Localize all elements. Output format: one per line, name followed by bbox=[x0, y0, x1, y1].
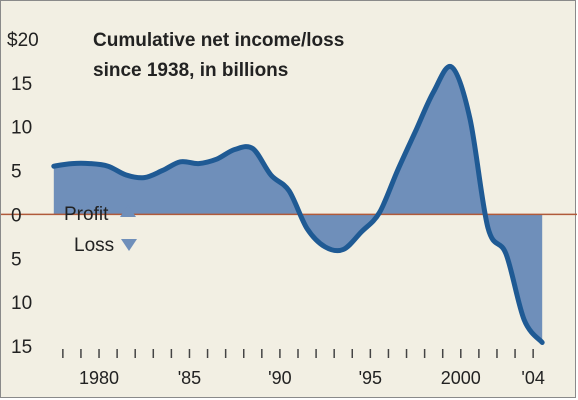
x-tick-label: '85 bbox=[178, 368, 201, 388]
y-tick-label: 10 bbox=[11, 293, 32, 314]
y-axis-labels: $20 15 10 5 0 5 10 15 bbox=[7, 30, 39, 358]
profit-annotation-label: Profit bbox=[64, 204, 109, 225]
y-tick-label: 5 bbox=[11, 162, 22, 183]
chart-title-line2: since 1938, in billions bbox=[93, 60, 288, 81]
profit-up-triangle-icon bbox=[120, 205, 136, 217]
x-tick-label: '90 bbox=[268, 368, 291, 388]
x-tick-label: 2000 bbox=[441, 368, 481, 388]
loss-down-triangle-icon bbox=[121, 239, 137, 251]
series-line bbox=[51, 63, 545, 345]
x-tick-label: 1980 bbox=[79, 368, 119, 388]
x-axis-ticks bbox=[62, 349, 534, 358]
y-tick-label: $20 bbox=[7, 30, 39, 51]
y-tick-label: 15 bbox=[11, 337, 32, 358]
y-tick-label: 10 bbox=[11, 118, 32, 139]
y-tick-label: 0 bbox=[11, 205, 22, 226]
x-axis-labels: 1980 '85 '90 '95 2000 '04 bbox=[79, 368, 545, 388]
chart-title-line1: Cumulative net income/loss bbox=[93, 30, 344, 51]
x-tick-label: '95 bbox=[359, 368, 382, 388]
x-tick-label: '04 bbox=[521, 368, 544, 388]
y-tick-label: 15 bbox=[11, 74, 32, 95]
area-fill bbox=[53, 66, 543, 343]
y-tick-label: 5 bbox=[11, 249, 22, 270]
loss-annotation-label: Loss bbox=[74, 235, 114, 256]
